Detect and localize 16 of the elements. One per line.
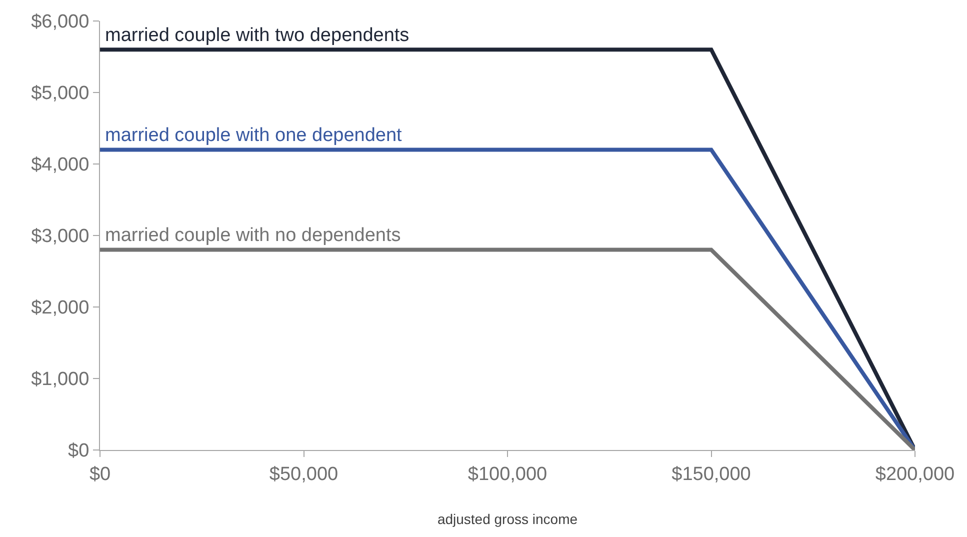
y-tick-label: $2,000 [31, 298, 90, 319]
series-label: married couple with two dependents [105, 25, 410, 46]
x-tick-label: $50,000 [269, 464, 338, 485]
y-tick-label: $3,000 [31, 226, 90, 248]
y-tick-label: $0 [68, 440, 90, 462]
x-tick-label: $150,000 [672, 464, 751, 485]
x-tick-label: $0 [89, 464, 111, 485]
y-tick-label: $5,000 [31, 83, 90, 104]
y-tick-label: $4,000 [31, 154, 90, 176]
x-tick-label: $100,000 [468, 464, 548, 485]
y-tick-label: $1,000 [31, 369, 90, 390]
series-label: married couple with no dependents [105, 225, 401, 246]
x-axis-title: adjusted gross income [437, 511, 578, 528]
series-label: married couple with one dependent [105, 125, 403, 146]
y-tick-label: $6,000 [31, 12, 90, 33]
x-tick-label: $200,000 [875, 464, 955, 485]
